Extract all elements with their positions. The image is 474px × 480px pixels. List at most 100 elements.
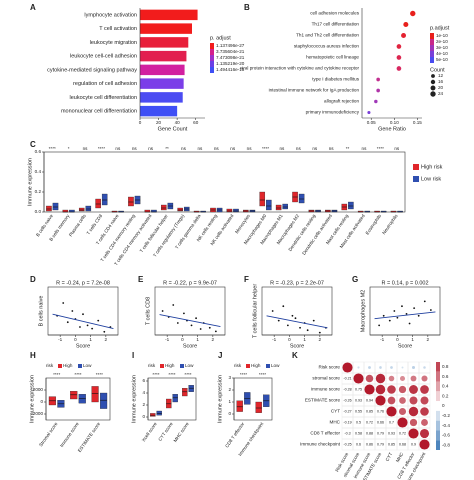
x-axis-label: Score — [290, 343, 304, 349]
y-tick-label: 0 — [228, 411, 231, 416]
legend-swatch — [246, 364, 250, 368]
y-axis-label: Immune expression — [29, 375, 35, 423]
dot — [374, 99, 378, 104]
significance: **** — [240, 372, 247, 377]
box — [70, 391, 78, 400]
x-tick-label: -1 — [380, 337, 385, 342]
corr-circle — [379, 366, 382, 369]
dot — [396, 55, 402, 60]
x-tick-label: 0 — [74, 337, 77, 342]
x-tick-label: 20 — [156, 120, 162, 125]
point — [199, 328, 202, 330]
size-legend-title: Count — [430, 67, 445, 73]
box — [298, 193, 305, 204]
point — [318, 331, 321, 334]
size-legend-label: 12 — [438, 73, 444, 78]
x-axis-label: Score — [398, 343, 412, 349]
point — [277, 319, 280, 322]
x-tick-label: 2 — [427, 337, 430, 342]
significance: ** — [346, 146, 350, 151]
point — [62, 302, 65, 304]
corr-circle — [421, 419, 428, 426]
x-tick-label: 1 — [411, 337, 414, 342]
significance: **** — [53, 372, 60, 377]
category-label: T cells regulatory (Tregs) — [152, 213, 186, 258]
significance: **** — [262, 146, 269, 151]
legend-swatch — [210, 55, 214, 61]
legend-swatch — [210, 49, 214, 55]
corr-value: 0.86 — [366, 442, 373, 446]
point — [282, 305, 285, 308]
significance: ns — [214, 146, 220, 151]
box — [233, 208, 239, 213]
panel-letter: E — [138, 275, 144, 284]
box — [91, 386, 99, 403]
row-label: Immune checkpoint — [300, 442, 341, 447]
corr-value: 0.6 — [356, 442, 361, 446]
y-tick-label: 2 — [142, 402, 145, 407]
corr-circle — [386, 406, 397, 417]
colorbar-step — [436, 420, 440, 431]
corr-circle — [420, 396, 429, 405]
size-legend-dot — [430, 91, 436, 97]
y-axis-label: T cells CD8 — [145, 297, 151, 325]
point — [91, 327, 94, 330]
annotation: R = -0.24, p = 7.2e-08 — [56, 280, 110, 286]
corr-circle — [342, 362, 353, 373]
category-label: leukocyte migration — [90, 40, 137, 46]
category-label: type I diabetes mellitus — [312, 77, 359, 82]
plot-frame — [47, 286, 119, 336]
corr-circle — [399, 375, 406, 382]
corr-value: -0.3 — [344, 431, 350, 435]
point — [103, 330, 106, 333]
corr-value: 0.68 — [399, 442, 406, 446]
significance: **** — [96, 372, 103, 377]
colorbar-label: 0.6 — [442, 374, 449, 379]
corr-circle — [364, 384, 375, 395]
trend-line — [159, 314, 221, 328]
category-label: Dendritic cells activated — [301, 213, 333, 256]
corr-value: 0.75 — [355, 387, 362, 391]
legend-label: 3e-10 — [436, 45, 448, 50]
corr-value: -0.25 — [343, 442, 351, 446]
category-label: viral protein interaction with cytokine … — [240, 66, 359, 71]
significance: ns — [394, 146, 400, 151]
colorbar-step — [436, 391, 440, 402]
corr-value: -0.27 — [343, 409, 351, 413]
corr-value: 0.66 — [377, 420, 384, 424]
significance: ns — [132, 146, 138, 151]
category-label: Plasma cells — [68, 213, 87, 238]
size-legend-label: 24 — [438, 91, 444, 96]
category-label: regulation of cell adhesion — [73, 81, 137, 87]
point — [388, 319, 391, 322]
corr-value: 0.9 — [411, 442, 416, 446]
x-tick-label: 2 — [319, 337, 322, 342]
y-tick-label: 0.0 — [35, 209, 42, 214]
panel-letter: F — [244, 275, 249, 284]
y-tick-label: 0.2 — [35, 189, 42, 194]
point — [86, 324, 89, 327]
significance: ns — [181, 146, 187, 151]
y-tick-label: 4 — [142, 390, 145, 395]
panel-letter: B — [244, 3, 250, 12]
significance: **** — [74, 372, 81, 377]
colorbar-step — [436, 401, 440, 411]
point — [97, 319, 100, 322]
significance: ns — [329, 146, 335, 151]
bar — [140, 23, 192, 34]
y-axis-label: Immune expression — [27, 158, 33, 206]
point — [161, 310, 164, 312]
box — [255, 401, 262, 413]
corr-circle — [420, 385, 429, 394]
box — [101, 193, 108, 206]
trend-line — [266, 315, 328, 329]
corr-circle — [399, 397, 406, 404]
point — [382, 314, 385, 317]
colorbar-label: 0 — [442, 403, 445, 408]
x-tick-label: 0 — [396, 337, 399, 342]
category-label: Monocytes — [234, 213, 251, 235]
legend-label: Low risk — [421, 176, 441, 182]
panel-letter: D — [30, 275, 36, 284]
plot-frame — [154, 286, 226, 336]
colorbar-step — [436, 440, 440, 450]
